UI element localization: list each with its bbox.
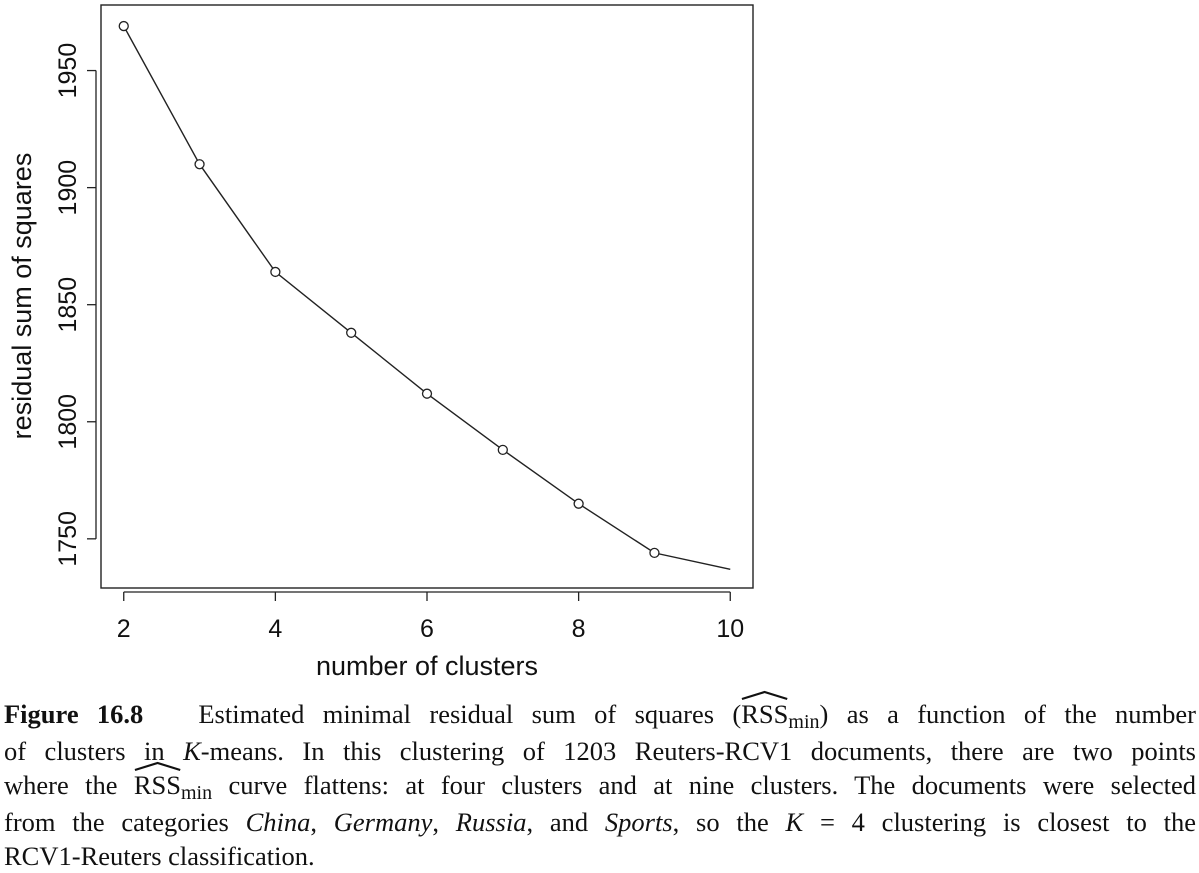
figure-label: Figure 16.8 — [4, 699, 144, 729]
caption-text: where the — [4, 770, 134, 800]
x-axis-title: number of clusters — [316, 651, 538, 681]
data-point — [346, 327, 357, 338]
caption-k-symbol: K — [183, 736, 201, 766]
x-axis: 2 4 6 8 10 — [117, 591, 744, 643]
wide-hat-icon — [134, 761, 181, 771]
caption-line-1: Figure 16.8 Estimated minimal residual s… — [4, 697, 1196, 734]
y-tick-label: 1800 — [54, 394, 82, 450]
x-tick-label: 8 — [572, 615, 586, 643]
rss-symbol: RSS — [741, 697, 788, 731]
data-point — [194, 159, 205, 170]
caption-line-2: of clusters in K-means. In this clusteri… — [4, 734, 1196, 768]
caption-line-3: where the RSS min curve flattens: at four… — [4, 768, 1196, 805]
y-axis: 1750 1800 1850 1900 1950 — [54, 43, 97, 567]
data-point — [649, 547, 660, 559]
data-point — [573, 498, 584, 509]
rss-subscript: min — [180, 782, 213, 804]
caption-text: , — [432, 807, 456, 837]
caption-text: Estimated minimal residual sum of square… — [198, 699, 742, 729]
y-axis-title: residual sum of squares — [7, 153, 37, 440]
caption-text: = 4 clustering is closest to the — [803, 807, 1197, 837]
x-tick-label: 4 — [268, 615, 282, 643]
caption-text: , — [310, 807, 334, 837]
plot-frame — [100, 4, 754, 589]
caption-text: curve flattens: at four clusters and at … — [212, 770, 1196, 800]
series-line — [123, 25, 731, 570]
data-series — [118, 20, 731, 570]
chart: 2 4 6 8 10 1750 1800 1850 1900 1950 number of cl… — [7, 4, 754, 681]
category-sports: Sports — [604, 807, 673, 837]
y-tick-label: 1900 — [54, 160, 82, 216]
category-russia: Russia — [455, 807, 527, 837]
caption-text: from the categories — [4, 807, 246, 837]
data-point — [118, 20, 129, 32]
figure-caption: Figure 16.8 Estimated minimal residual s… — [4, 697, 1196, 873]
category-china: China — [245, 807, 311, 837]
caption-text: -means. In this clustering of 1203 Reute… — [200, 736, 1196, 766]
caption-text: , so the — [672, 807, 786, 837]
wide-hat-icon — [741, 690, 788, 700]
x-tick-label: 10 — [716, 615, 744, 643]
data-point — [421, 388, 433, 399]
y-tick-label: 1850 — [54, 277, 82, 333]
data-point — [497, 444, 508, 456]
caption-text: RCV1-Reuters classification. — [4, 841, 315, 871]
rss-subscript: min — [788, 711, 820, 733]
caption-line-5: RCV1-Reuters classification. — [4, 839, 1196, 873]
rss-symbol: RSS — [134, 768, 181, 802]
caption-k-symbol: K — [785, 807, 804, 837]
y-tick-label: 1750 — [54, 511, 82, 567]
caption-text: , and — [526, 807, 605, 837]
x-tick-label: 6 — [420, 615, 434, 643]
caption-line-4: from the categories China, Germany, Russ… — [4, 805, 1196, 839]
data-point — [270, 266, 281, 278]
x-tick-label: 2 — [117, 615, 131, 643]
category-germany: Germany — [333, 807, 433, 837]
caption-text: ) as a function of the number — [819, 699, 1197, 729]
y-tick-label: 1950 — [54, 43, 82, 99]
caption-text: of clusters in — [4, 736, 184, 766]
